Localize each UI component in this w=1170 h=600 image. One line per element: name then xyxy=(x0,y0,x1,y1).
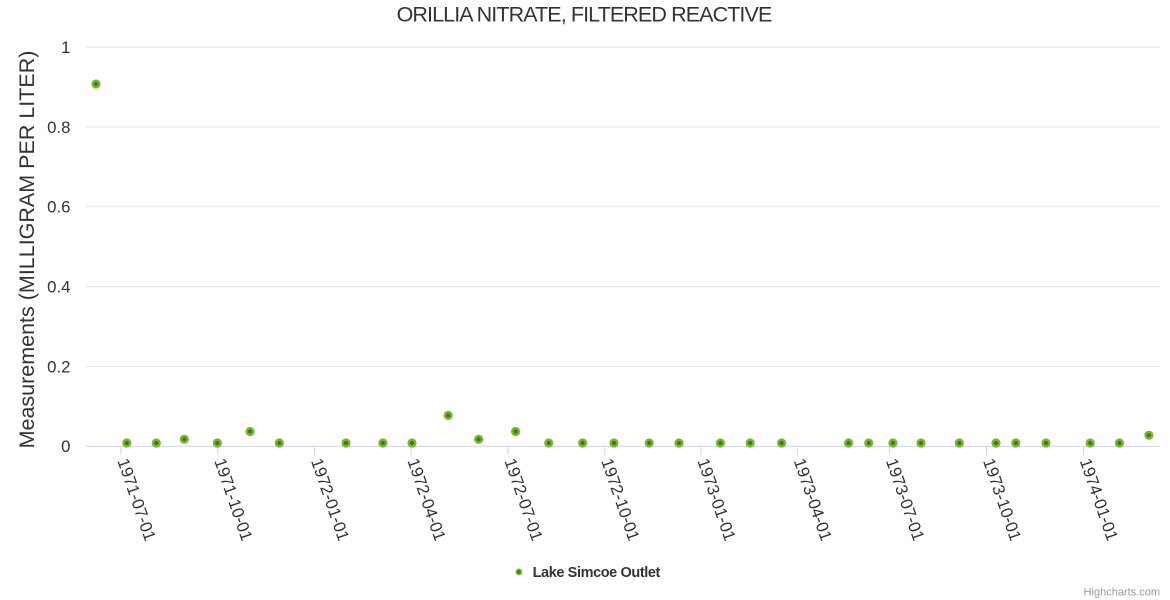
svg-text:Lake Simcoe Outlet: Lake Simcoe Outlet xyxy=(533,565,661,581)
svg-text:0: 0 xyxy=(61,437,70,456)
svg-text:0.6: 0.6 xyxy=(47,198,70,217)
svg-text:0.8: 0.8 xyxy=(47,118,70,137)
svg-text:0.2: 0.2 xyxy=(47,357,70,376)
svg-text:Measurements (MILLIGRAM PER LI: Measurements (MILLIGRAM PER LITER) xyxy=(15,51,39,449)
svg-text:1: 1 xyxy=(61,38,70,57)
svg-text:Highcharts.com: Highcharts.com xyxy=(1084,586,1160,598)
svg-text:ORILLIA NITRATE, FILTERED REAC: ORILLIA NITRATE, FILTERED REACTIVE xyxy=(397,3,772,27)
svg-text:0.4: 0.4 xyxy=(47,278,70,297)
